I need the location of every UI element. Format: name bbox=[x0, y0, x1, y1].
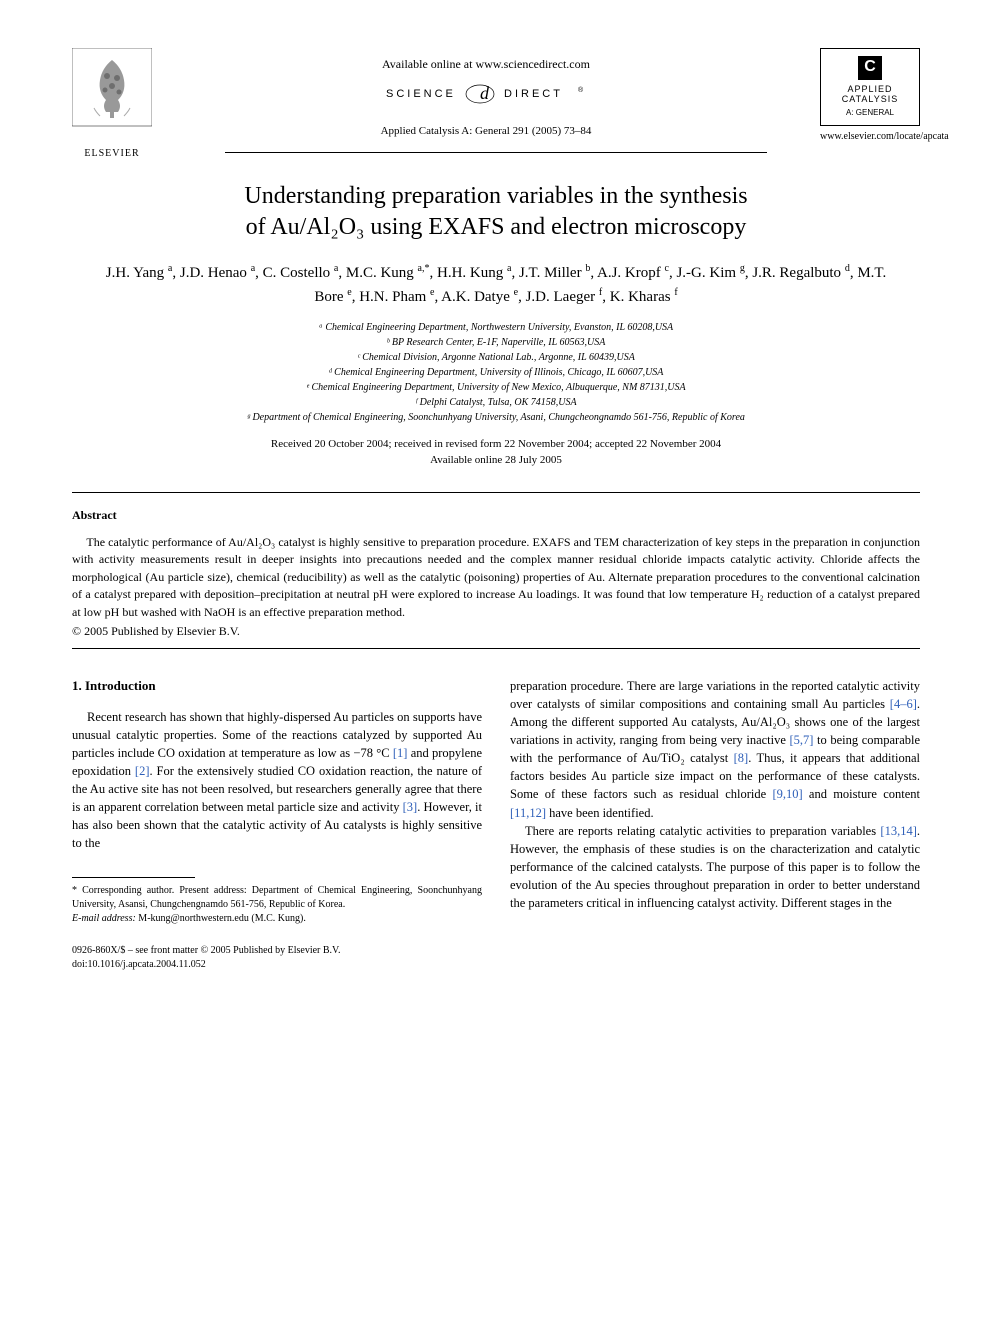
affiliation-line: ᵇ BP Research Center, E-1F, Naperville, … bbox=[72, 335, 920, 350]
affiliation-line: ᶜ Chemical Division, Argonne National La… bbox=[72, 350, 920, 365]
ref-link-3[interactable]: [3] bbox=[403, 800, 418, 814]
abstract-top-rule bbox=[72, 492, 920, 493]
left-column: 1. Introduction Recent research has show… bbox=[72, 677, 482, 926]
journal-url: www.elsevier.com/locate/apcata bbox=[820, 130, 920, 144]
elsevier-tree-icon bbox=[72, 48, 152, 138]
ref-link-1[interactable]: [1] bbox=[393, 746, 408, 760]
journal-logo-box: C APPLIED CATALYSIS A: GENERAL bbox=[820, 48, 920, 126]
page: ELSEVIER Available online at www.science… bbox=[0, 0, 992, 1012]
journal-logo-icon: C bbox=[858, 56, 882, 80]
journal-logo-text-2: CATALYSIS bbox=[842, 94, 899, 105]
intro-para-2: preparation procedure. There are large v… bbox=[510, 677, 920, 822]
sciencedirect-logo: SCIENCE d DIRECT ® bbox=[152, 83, 820, 110]
header-rule bbox=[225, 152, 768, 153]
journal-logo: C APPLIED CATALYSIS A: GENERAL www.elsev… bbox=[820, 48, 920, 144]
title-line-2: of Au/Al₂O₃ using EXAFS and electron mic… bbox=[246, 214, 747, 240]
email-footnote: E-mail address: M-kung@northwestern.edu … bbox=[72, 912, 482, 926]
svg-text:d: d bbox=[480, 83, 490, 103]
abstract-bottom-rule bbox=[72, 648, 920, 649]
corresponding-author-footnote: * Corresponding author. Present address:… bbox=[72, 884, 482, 912]
intro-para-1: Recent research has shown that highly-di… bbox=[72, 708, 482, 853]
elsevier-logo: ELSEVIER bbox=[72, 48, 152, 138]
doi-line: doi:10.1016/j.apcata.2004.11.052 bbox=[72, 958, 920, 972]
affiliation-line: ᵃ Chemical Engineering Department, North… bbox=[72, 320, 920, 335]
svg-text:®: ® bbox=[578, 86, 584, 94]
publisher-name: ELSEVIER bbox=[72, 147, 152, 161]
journal-logo-sub: A: GENERAL bbox=[846, 107, 894, 118]
ref-link-6[interactable]: [8] bbox=[734, 751, 749, 765]
header: ELSEVIER Available online at www.science… bbox=[72, 48, 920, 144]
journal-logo-text-1: APPLIED bbox=[847, 84, 892, 95]
page-footer: 0926-860X/$ – see front matter © 2005 Pu… bbox=[72, 944, 920, 972]
affiliations-list: ᵃ Chemical Engineering Department, North… bbox=[72, 320, 920, 425]
affiliation-line: ᶠ Delphi Catalyst, Tulsa, OK 74158,USA bbox=[72, 395, 920, 410]
email-label: E-mail address: bbox=[72, 913, 136, 924]
ref-link-7[interactable]: [9,10] bbox=[772, 787, 802, 801]
ref-link-4[interactable]: [4–6] bbox=[890, 697, 917, 711]
journal-reference: Applied Catalysis A: General 291 (2005) … bbox=[152, 124, 820, 139]
issn-line: 0926-860X/$ – see front matter © 2005 Pu… bbox=[72, 944, 920, 958]
body-columns: 1. Introduction Recent research has show… bbox=[72, 677, 920, 926]
available-online-text: Available online at www.sciencedirect.co… bbox=[152, 56, 820, 73]
header-center: Available online at www.sciencedirect.co… bbox=[152, 48, 820, 139]
email-address: M-kung@northwestern.edu (M.C. Kung). bbox=[138, 913, 306, 924]
svg-text:SCIENCE: SCIENCE bbox=[386, 88, 456, 100]
svg-text:DIRECT: DIRECT bbox=[504, 88, 563, 100]
intro-para-3: There are reports relating catalytic act… bbox=[510, 822, 920, 913]
title-line-1: Understanding preparation variables in t… bbox=[244, 183, 747, 209]
article-dates: Received 20 October 2004; received in re… bbox=[72, 437, 920, 468]
footnote-rule bbox=[72, 877, 195, 878]
right-column: preparation procedure. There are large v… bbox=[510, 677, 920, 926]
affiliation-line: ᵈ Chemical Engineering Department, Unive… bbox=[72, 365, 920, 380]
article-title: Understanding preparation variables in t… bbox=[112, 181, 880, 243]
affiliation-line: ᵍ Department of Chemical Engineering, So… bbox=[72, 410, 920, 425]
sciencedirect-icon: SCIENCE d DIRECT ® bbox=[386, 83, 586, 105]
ref-link-8[interactable]: [11,12] bbox=[510, 806, 546, 820]
abstract-text: The catalytic performance of Au/Al₂O₃ ca… bbox=[72, 534, 920, 621]
authors-list: J.H. Yang a, J.D. Henao a, C. Costello a… bbox=[92, 261, 900, 308]
abstract-heading: Abstract bbox=[72, 507, 920, 524]
section-1-heading: 1. Introduction bbox=[72, 677, 482, 696]
ref-link-5[interactable]: [5,7] bbox=[790, 733, 814, 747]
ref-link-9[interactable]: [13,14] bbox=[880, 824, 916, 838]
online-date: Available online 28 July 2005 bbox=[72, 453, 920, 468]
received-date: Received 20 October 2004; received in re… bbox=[72, 437, 920, 452]
abstract-copyright: © 2005 Published by Elsevier B.V. bbox=[72, 623, 920, 640]
ref-link-2[interactable]: [2] bbox=[135, 764, 150, 778]
affiliation-line: ᵉ Chemical Engineering Department, Unive… bbox=[72, 380, 920, 395]
